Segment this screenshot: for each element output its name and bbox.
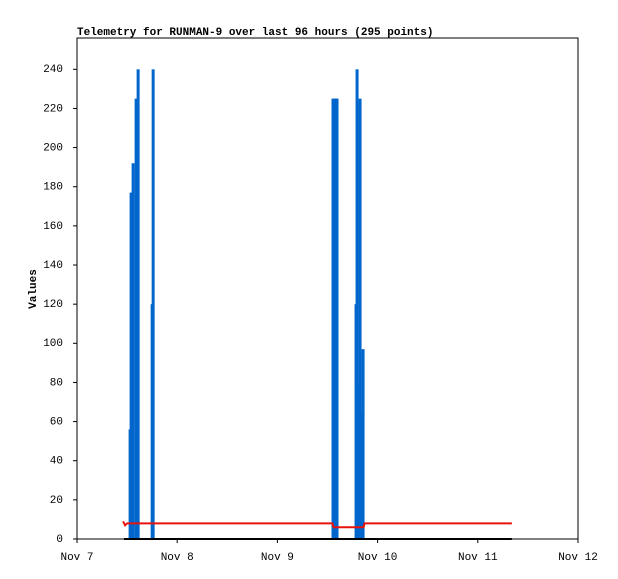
bar (359, 413, 363, 539)
y-tick-label: 160 (43, 221, 63, 233)
y-tick-label: 120 (43, 299, 63, 311)
bar (136, 69, 140, 539)
x-tick-label: Nov 8 (161, 552, 194, 564)
y-axis-label: Values (28, 269, 40, 309)
y-tick-label: 200 (43, 143, 63, 155)
bar (356, 382, 360, 539)
y-tick-label: 40 (50, 456, 63, 468)
x-tick-label: Nov 12 (558, 552, 598, 564)
bar (129, 192, 133, 539)
y-tick-label: 140 (43, 260, 63, 272)
bar (361, 349, 365, 539)
x-tick-label: Nov 10 (358, 552, 398, 564)
y-tick-label: 80 (50, 377, 63, 389)
y-tick-label: 180 (43, 182, 63, 194)
y-tick-label: 60 (50, 416, 63, 428)
y-tick-label: 100 (43, 338, 63, 350)
y-tick-label: 0 (56, 534, 63, 546)
bar (134, 98, 138, 539)
bar (335, 98, 339, 539)
chart-title: Telemetry for RUNMAN-9 over last 96 hour… (77, 27, 433, 39)
bar (131, 163, 135, 539)
bar (151, 69, 155, 539)
y-tick-label: 220 (43, 103, 63, 115)
y-tick-label: 240 (43, 64, 63, 76)
x-tick-label: Nov 9 (261, 552, 294, 564)
bar (358, 98, 362, 539)
y-tick-label: 20 (50, 495, 63, 507)
line (122, 520, 512, 529)
bar (355, 69, 359, 539)
x-tick-label: Nov 11 (458, 552, 498, 564)
x-tick-label: Nov 7 (60, 552, 93, 564)
